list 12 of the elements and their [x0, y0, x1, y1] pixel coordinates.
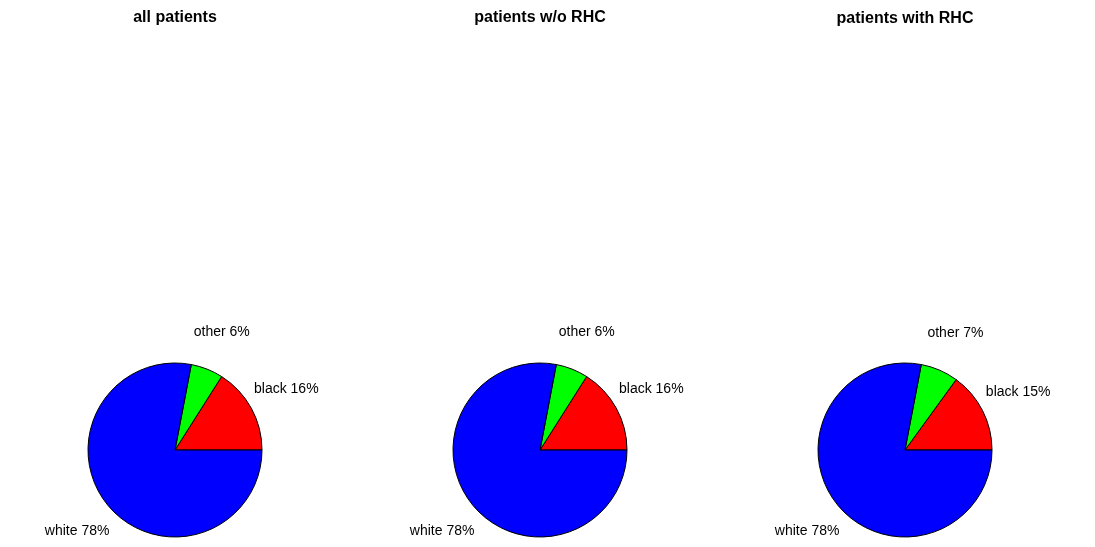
slice-label: white 78%: [43, 521, 110, 538]
chart-title: all patients: [133, 7, 217, 25]
slice-label: black 16%: [618, 379, 684, 396]
slice-label: white 78%: [773, 521, 840, 538]
slice-label: black 16%: [253, 379, 319, 396]
slice-label: other 7%: [927, 324, 984, 341]
slice-label: white 78%: [408, 521, 475, 538]
chart-title: patients w/o RHC: [474, 7, 607, 25]
slice-label: black 15%: [985, 383, 1051, 400]
slice-label: other 6%: [558, 322, 615, 339]
chart-title: patients with RHC: [836, 9, 974, 27]
slice-label: other 6%: [193, 322, 250, 339]
